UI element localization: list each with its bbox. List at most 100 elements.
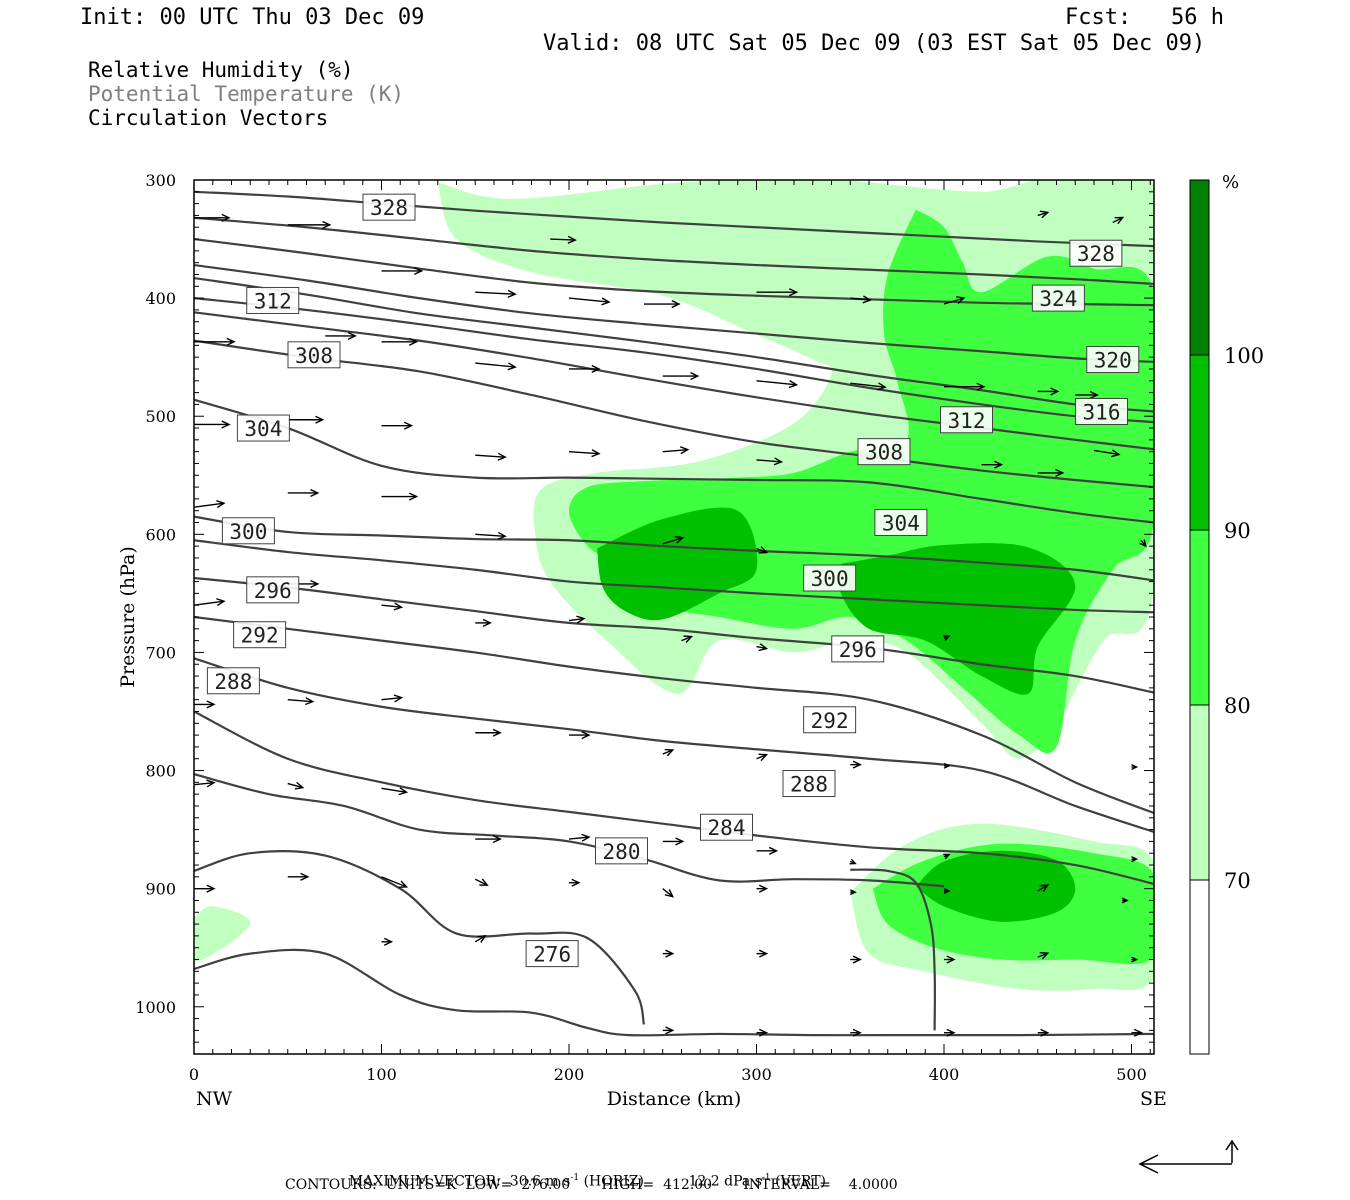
isentrope-312-6 — [194, 311, 1154, 451]
vector-46 — [756, 643, 769, 652]
svg-text:288: 288 — [790, 773, 828, 797]
vector-1 — [287, 220, 332, 229]
vector-90 — [944, 1028, 956, 1037]
y-tick-label-1000: 1000 — [135, 998, 176, 1017]
y-axis-label: Pressure (hPa) — [117, 546, 139, 688]
isentrope-308-7 — [194, 339, 1154, 489]
x-tick-label-200: 200 — [554, 1065, 585, 1084]
vector-82 — [756, 949, 769, 958]
vector-67 — [1131, 856, 1139, 863]
vector-77 — [1037, 884, 1050, 893]
svg-text:288: 288 — [214, 670, 252, 694]
x-tick-label-100: 100 — [366, 1065, 397, 1084]
vector-14 — [381, 337, 419, 346]
contour-label-328-0: 328 — [362, 193, 416, 221]
vector-40 — [193, 598, 226, 607]
x-end-label-right: SE — [1140, 1088, 1167, 1110]
contour-label-288-18: 288 — [782, 770, 836, 798]
isentrope-312-5 — [194, 297, 1154, 424]
colorbar-level-100: 100 — [1224, 344, 1264, 368]
vector-86 — [1131, 956, 1139, 963]
vector-89 — [850, 1028, 862, 1037]
y-tick-label-400: 400 — [145, 289, 176, 308]
vector-44 — [568, 615, 586, 624]
vector-66 — [943, 853, 951, 860]
legend-circulation-vectors: Circulation Vectors — [88, 106, 329, 130]
colorbar-band-0 — [1189, 179, 1210, 356]
svg-text:304: 304 — [882, 512, 920, 536]
isentrope-328-0 — [194, 190, 1154, 248]
isentrope-304-9 — [194, 515, 1154, 582]
colorbar-level-90: 90 — [1224, 519, 1251, 543]
svg-text:324: 324 — [1039, 287, 1077, 311]
colorbar-unit: % — [1222, 172, 1239, 193]
svg-text:316: 316 — [1083, 400, 1121, 424]
colorbar-level-80: 80 — [1224, 694, 1251, 718]
vector-18 — [756, 380, 799, 389]
contour-label-292-16: 292 — [803, 706, 857, 734]
vector-55 — [850, 760, 862, 769]
isentrope-300-11 — [194, 576, 1154, 694]
isentrope-324-2 — [194, 237, 1154, 307]
vector-36 — [381, 492, 419, 501]
isentrope-328-1 — [194, 216, 1154, 286]
colorbar-band-2 — [1189, 529, 1210, 706]
contour-label-296-14: 296 — [831, 635, 885, 663]
vector-72 — [569, 878, 581, 887]
vector-70 — [381, 876, 409, 889]
relative-humidity-shading — [194, 180, 1154, 991]
y-tick-label-600: 600 — [145, 525, 176, 544]
vector-5 — [568, 297, 611, 306]
vector-50 — [381, 694, 404, 703]
x-tick-label-0: 0 — [189, 1065, 199, 1084]
vector-71 — [474, 878, 489, 886]
y-tick-label-300: 300 — [145, 171, 176, 190]
x-tick-label-500: 500 — [1116, 1065, 1147, 1084]
vector-26 — [381, 421, 414, 430]
contour-label-280-20: 280 — [595, 837, 648, 865]
vector-85 — [1037, 951, 1050, 960]
valid-time-label: Valid: 08 UTC Sat 05 Dec 09 (03 EST Sat … — [543, 31, 1206, 56]
colorbar-band-1 — [1189, 354, 1210, 531]
x-tick-label-400: 400 — [929, 1065, 960, 1084]
vector-6 — [644, 299, 681, 309]
colorbar: 100 90 80 70% — [1189, 172, 1264, 1055]
y-tick-label-700: 700 — [145, 643, 176, 662]
axes: 0 100 200 300 400 500 300 400 500 600 700 800 900 100… — [117, 171, 1167, 1110]
isentrope-296-13 — [194, 657, 1154, 834]
vector-2 — [381, 266, 424, 275]
contour-label-312-6: 312 — [940, 406, 993, 434]
legend-relative-humidity: Relative Humidity (%) — [88, 58, 354, 82]
vector-51 — [475, 728, 502, 737]
vector-23 — [1093, 449, 1121, 458]
svg-text:280: 280 — [603, 840, 641, 864]
vector-35 — [287, 488, 320, 498]
contour-label-292-15: 292 — [233, 621, 287, 649]
vector-62 — [568, 833, 591, 842]
contour-label-324-2: 324 — [1031, 284, 1085, 312]
svg-text:284: 284 — [708, 816, 746, 840]
svg-text:308: 308 — [865, 441, 903, 465]
vector-49 — [287, 697, 315, 706]
circulation-vectors — [193, 210, 1147, 1037]
rh-region-70-80-2 — [194, 906, 251, 962]
vector-42 — [381, 602, 404, 611]
vector-61 — [475, 834, 502, 844]
vector-10 — [1037, 210, 1050, 219]
contour-label-288-17: 288 — [206, 667, 260, 695]
svg-text:320: 320 — [1094, 349, 1132, 373]
vector-92 — [1131, 1028, 1144, 1037]
vector-15 — [475, 362, 517, 371]
isentrope-300-12 — [194, 615, 1154, 815]
vector-56 — [943, 762, 951, 769]
vector-38 — [662, 535, 685, 545]
vector-43 — [475, 618, 492, 627]
y-tick-label-900: 900 — [145, 880, 176, 899]
vector-76 — [943, 888, 951, 894]
vector-4 — [550, 235, 577, 244]
vector-53 — [662, 748, 675, 757]
contour-label-300-12: 300 — [803, 564, 857, 592]
vector-37 — [475, 531, 507, 540]
vector-59 — [287, 781, 305, 790]
svg-text:328: 328 — [370, 196, 408, 220]
